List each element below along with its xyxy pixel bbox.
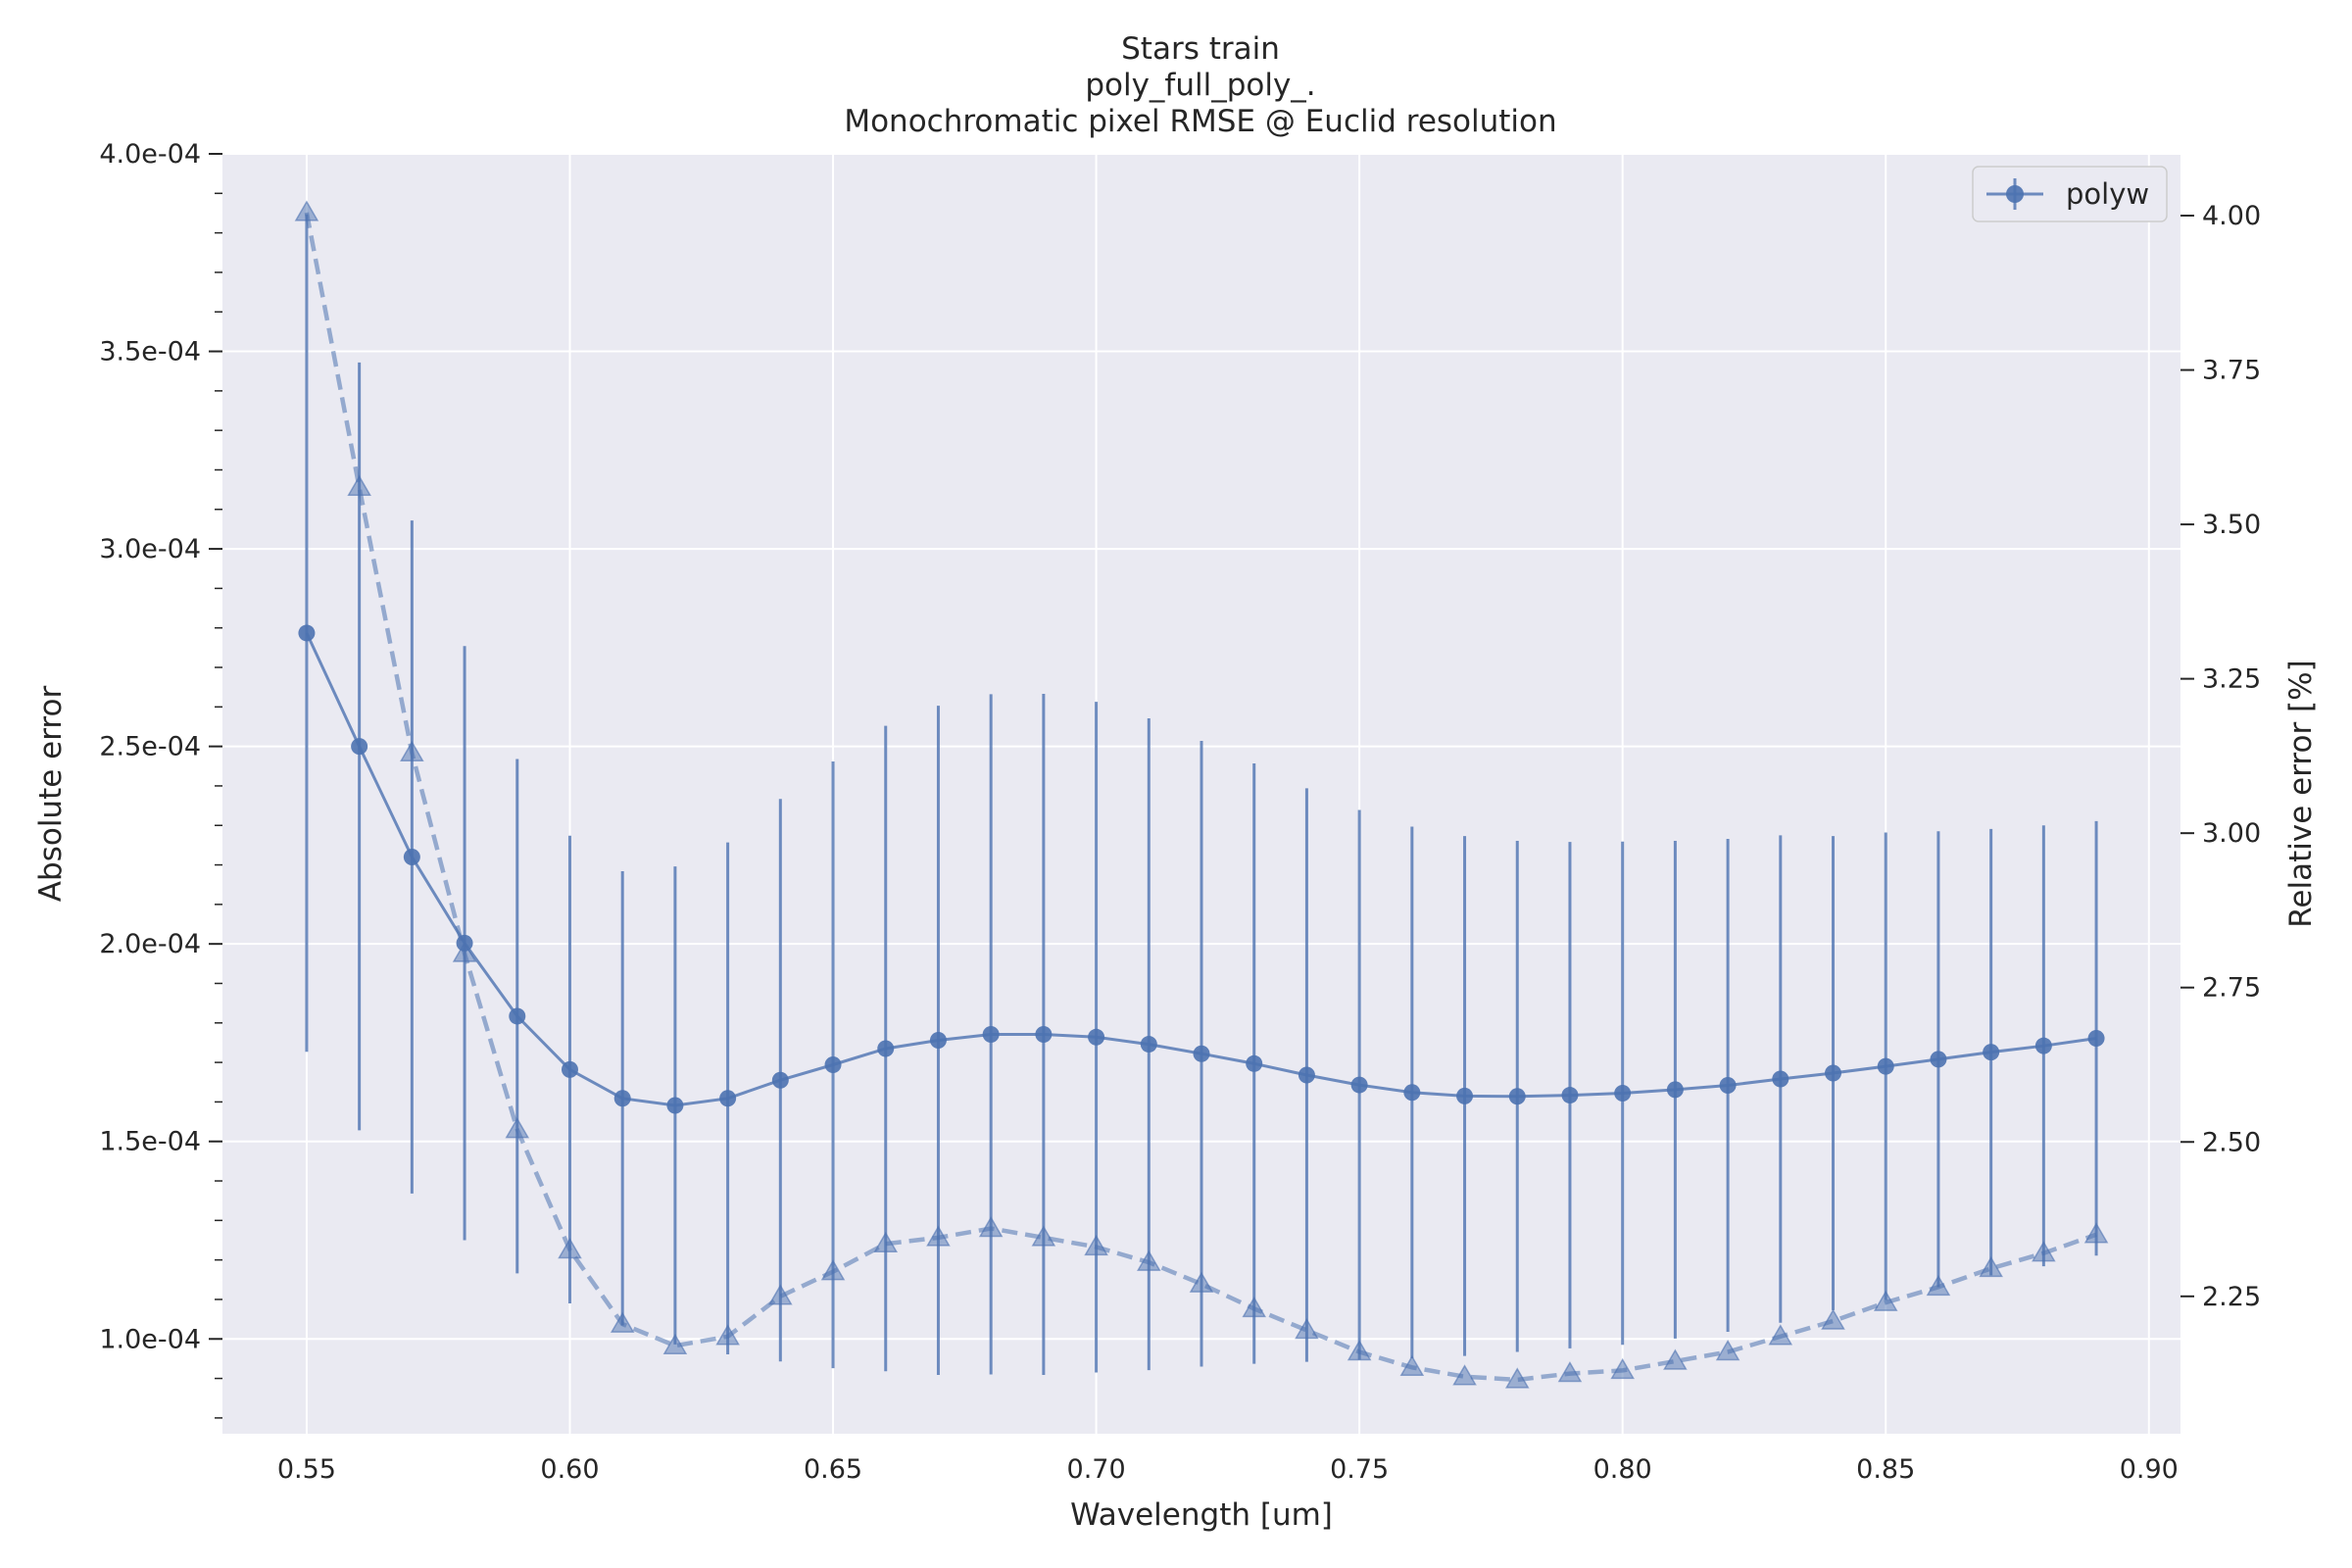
polyw-point: [1719, 1076, 1737, 1094]
y-axis-label: Absolute error: [33, 686, 69, 903]
y-axis-right: 2.25 2.50 2.75 3.00 3.25 3.50 3.75 4.00: [2180, 201, 2261, 1312]
relative-error-point: [1557, 1361, 1583, 1383]
polyw-point: [666, 1097, 684, 1114]
polyw-point: [2034, 1037, 2052, 1054]
polyw-point: [1140, 1036, 1157, 1054]
polyw-point: [1035, 1025, 1053, 1043]
series-polyw: [298, 214, 2105, 1375]
x-axis: 0.55 0.60 0.65 0.70 0.75 0.80 0.85 0.90: [277, 1454, 2179, 1485]
relative-error-line: [304, 212, 2097, 1383]
polyw-point: [929, 1032, 947, 1050]
polyw-point: [456, 934, 473, 952]
polyw-point: [613, 1090, 631, 1107]
legend-marker: [2006, 185, 2024, 203]
relative-error-point: [1873, 1290, 1898, 1311]
y-tick-label: 4.0e-04: [99, 139, 201, 170]
polyw-point: [1772, 1070, 1789, 1088]
polyw-point: [1298, 1066, 1315, 1084]
x-tick-label: 0.75: [1330, 1454, 1389, 1485]
y-tick-label: 1.0e-04: [99, 1324, 201, 1354]
polyw-point: [1561, 1087, 1579, 1104]
y-tick-label: 1.5e-04: [99, 1127, 201, 1157]
legend-label-polyw: polyw: [2066, 177, 2149, 211]
x-tick-label: 0.90: [2120, 1454, 2179, 1485]
polyw-point: [1403, 1084, 1421, 1102]
chart-title-line-1: Stars train: [1121, 31, 1280, 67]
x-tick-label: 0.65: [804, 1454, 862, 1485]
chart-title-line-2: poly_full_poly_.: [1085, 68, 1315, 103]
y-right-tick-label: 2.25: [2202, 1282, 2261, 1312]
polyw-point: [1508, 1088, 1526, 1105]
relative-error-point: [1399, 1354, 1425, 1377]
y-tick-label: 2.0e-04: [99, 929, 201, 959]
chart-title-line-3: Monochromatic pixel RMSE @ Euclid resolu…: [844, 104, 1556, 139]
polyw-point: [824, 1056, 842, 1074]
polyw-point: [1983, 1044, 2000, 1061]
y-right-tick-label: 2.75: [2202, 973, 2261, 1004]
polyw-point: [298, 624, 316, 642]
polyw-point: [1456, 1087, 1474, 1104]
polyw-point: [1877, 1057, 1894, 1075]
y-right-tick-label: 2.50: [2202, 1127, 2261, 1157]
x-tick-label: 0.85: [1856, 1454, 1915, 1485]
polyw-point: [351, 738, 368, 756]
polyw-point: [1825, 1064, 1842, 1082]
x-tick-label: 0.80: [1593, 1454, 1652, 1485]
relative-error-point: [1452, 1364, 1477, 1386]
polyw-point: [877, 1040, 895, 1057]
polyw-point: [1930, 1051, 1947, 1068]
y-right-tick-label: 3.00: [2202, 818, 2261, 849]
relative-error-point: [1504, 1367, 1530, 1389]
polyw-point: [1666, 1081, 1684, 1099]
series-relative-error: [294, 200, 2109, 1389]
relative-error-point: [1610, 1357, 1635, 1380]
x-tick-label: 0.60: [540, 1454, 599, 1485]
y-right-tick-label: 4.00: [2202, 201, 2261, 231]
polyw-point: [1088, 1028, 1105, 1046]
y-tick-label: 3.5e-04: [99, 337, 201, 368]
y-right-tick-label: 3.25: [2202, 664, 2261, 695]
x-axis-label: Wavelength [um]: [1070, 1497, 1333, 1533]
y-axis-left: 1.0e-04 1.5e-04 2.0e-04 2.5e-04 3.0e-04 3.5e-…: [99, 139, 222, 1419]
polyw-point: [403, 848, 420, 865]
x-tick-label: 0.70: [1067, 1454, 1126, 1485]
polyw-point: [1193, 1045, 1210, 1062]
polyw-point: [1614, 1085, 1632, 1102]
y-tick-label: 2.5e-04: [99, 732, 201, 762]
polyw-point: [561, 1060, 578, 1078]
polyw-point: [2087, 1030, 2105, 1048]
relative-error-point: [1768, 1324, 1793, 1346]
polyw-point: [509, 1007, 526, 1025]
legend-box: [1972, 166, 2168, 222]
relative-error-point: [1715, 1340, 1740, 1361]
polyw-point: [1350, 1076, 1368, 1094]
y-right-tick-label: 3.75: [2202, 356, 2261, 386]
legend: polyw: [1972, 166, 2168, 222]
polyw-point: [719, 1090, 737, 1107]
x-tick-label: 0.55: [277, 1454, 336, 1485]
y-tick-label: 3.0e-04: [99, 534, 201, 564]
polyw-point: [771, 1071, 789, 1089]
relative-error-point: [1821, 1308, 1845, 1330]
polyw-point: [982, 1025, 1000, 1043]
y-right-tick-label: 3.50: [2202, 510, 2261, 540]
polyw-point: [1246, 1054, 1263, 1072]
y-axis-right-label: Relative error [%]: [2283, 660, 2319, 927]
relative-error-point: [1663, 1348, 1688, 1370]
